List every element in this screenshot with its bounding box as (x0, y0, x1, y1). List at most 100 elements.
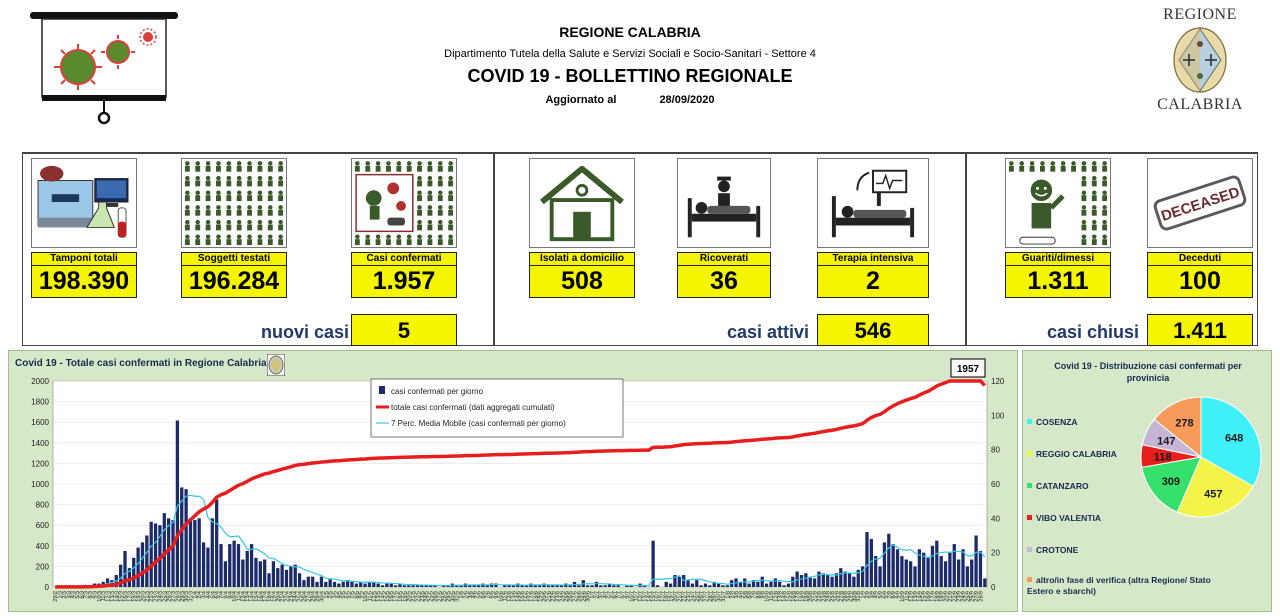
x-tick-label: 28/9 (978, 591, 984, 602)
x-tick-label: 1/3 (58, 591, 64, 599)
x-tick-label: 18/5 (398, 591, 404, 602)
x-tick-label: 26/3 (167, 591, 173, 602)
daily-case-bar (895, 549, 900, 587)
x-tick-label: 27/9 (974, 591, 980, 602)
daily-case-bar (786, 583, 791, 587)
card-value-guariti: 1.311 (1005, 266, 1111, 298)
x-tick-label: 2/3 (62, 591, 68, 599)
x-tick-label: 11/8 (769, 591, 775, 601)
x-tick-label: 11/6 (503, 591, 509, 601)
x-tick-label: 26/8 (834, 591, 840, 602)
daily-case-bar (721, 585, 725, 587)
pie-legend-label: VIBO VALENTIA (1036, 513, 1102, 523)
daily-case-bar (856, 569, 860, 587)
daily-case-bar (306, 576, 310, 587)
cases-chart-panel: 0 200 400 600 800 1000 1200 1400 1600 1800 2000 0 20… (8, 350, 1018, 612)
x-tick-label: 1/6 (459, 591, 465, 599)
daily-case-bar (263, 559, 267, 587)
daily-case-bar (869, 538, 873, 587)
daily-case-bar (411, 585, 415, 587)
daily-case-bar (219, 544, 223, 587)
daily-case-bar (315, 581, 319, 587)
daily-case-bar (708, 585, 712, 587)
x-tick-label: 4/4 (206, 591, 212, 599)
x-tick-label: 1/4 (193, 591, 199, 599)
legend-swatch (1027, 577, 1032, 582)
daily-case-bar (808, 576, 812, 587)
x-tick-label: 2/8 (730, 591, 736, 599)
daily-case-bar (201, 542, 206, 587)
daily-case-bar (485, 585, 489, 587)
pie-value-label: 309 (1162, 476, 1180, 488)
x-tick-label: 26/4 (302, 591, 308, 602)
x-tick-label: 21/3 (145, 591, 151, 602)
daily-case-bar (712, 581, 716, 587)
x-tick-label: 15/8 (786, 591, 792, 602)
shield-icon (267, 354, 285, 376)
x-tick-label: 25/9 (965, 591, 971, 602)
x-tick-label: 30/8 (852, 591, 858, 602)
x-tick-label: 11/3 (101, 591, 107, 601)
daily-case-bar (123, 550, 127, 587)
x-tick-label: 19/9 (939, 591, 945, 602)
card-label-soggetti: Soggetti testati (181, 252, 287, 266)
daily-case-bar (773, 578, 777, 587)
x-tick-label: 28/5 (442, 591, 448, 602)
x-tick-label: 3/7 (599, 591, 605, 599)
daily-case-bar (651, 540, 655, 587)
x-tick-label: 22/6 (551, 591, 557, 602)
x-tick-label: 13/4 (245, 591, 251, 602)
x-tick-label: 28/8 (843, 591, 849, 602)
x-tick-label: 3/6 (468, 591, 474, 599)
x-tick-label: 29/3 (180, 591, 186, 602)
y2-tick-label: 60 (991, 480, 1000, 489)
daily-case-bar (603, 585, 607, 587)
card-label-deceduti: Deceduti (1147, 252, 1253, 266)
daily-case-bar (507, 585, 511, 587)
daily-case-bar (402, 585, 406, 587)
daily-case-bar (433, 585, 437, 587)
x-tick-label: 12/8 (773, 591, 779, 602)
daily-case-bar (865, 532, 869, 587)
daily-case-bar (913, 566, 917, 587)
bulletin-title: COVID 19 - BOLLETTINO REGIONALE (467, 66, 793, 86)
daily-case-bar (140, 542, 145, 587)
daily-case-bar (241, 559, 245, 587)
active-panel: Isolati a domicilio 508 Ricoverati 36 (494, 152, 966, 346)
x-tick-label: 20/9 (944, 591, 950, 602)
legend-swatch (1027, 451, 1032, 456)
daily-case-bar (289, 566, 293, 587)
pie-slice (1200, 396, 1262, 487)
updated-label: Aggiornato al (545, 94, 617, 106)
virus-people-icon (351, 158, 457, 248)
x-tick-label: 5/4 (210, 591, 216, 599)
x-tick-label: 9/8 (760, 591, 766, 599)
daily-case-bar (799, 574, 804, 587)
x-tick-label: 20/3 (140, 591, 146, 602)
pie-value-label: 147 (1157, 436, 1175, 448)
x-tick-label: 11/4 (236, 591, 242, 601)
daily-case-bar (524, 585, 529, 587)
x-tick-label: 23/8 (821, 591, 827, 602)
y-tick-label: 400 (36, 542, 50, 551)
x-tick-label: 5/5 (341, 591, 347, 599)
total-callout-value: 1957 (957, 364, 980, 375)
daily-case-bar (228, 544, 232, 587)
pie-value-label: 648 (1225, 433, 1243, 445)
daily-case-bar (874, 556, 878, 587)
daily-case-bar (210, 518, 214, 587)
daily-case-bar (311, 576, 315, 587)
x-tick-label: 5/3 (75, 591, 81, 599)
x-tick-label: 1/7 (590, 591, 596, 599)
daily-case-bar (817, 571, 821, 587)
daily-case-bar (249, 544, 254, 587)
x-tick-label: 5/8 (743, 591, 749, 599)
x-tick-label: 30/3 (184, 591, 190, 602)
x-tick-label: 22/5 (415, 591, 421, 602)
daily-case-bar (952, 544, 956, 587)
x-tick-label: 28/7 (708, 591, 714, 602)
x-tick-label: 10/5 (363, 591, 369, 602)
x-tick-label: 16/7 (655, 591, 661, 602)
x-tick-label: 23/9 (957, 591, 963, 602)
x-tick-label: 20/6 (542, 591, 548, 602)
